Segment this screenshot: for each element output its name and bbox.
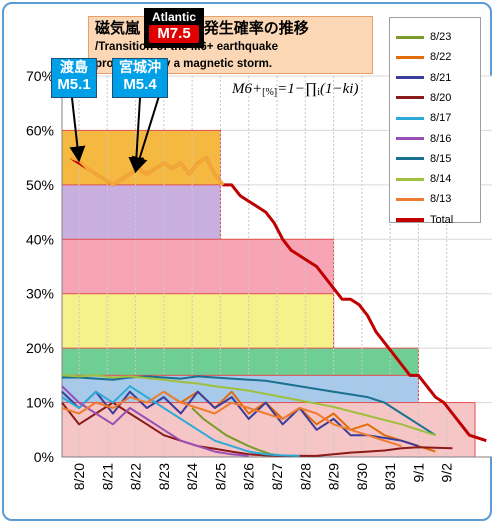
chart-title-en-1: /Transition of the M6+ earthquake xyxy=(95,41,279,53)
x-tick-label: 8/31 xyxy=(382,463,398,490)
formula-unit: [%] xyxy=(262,87,278,98)
legend-swatch xyxy=(396,217,424,222)
legend-swatch xyxy=(396,35,424,39)
x-tick-label: 8/21 xyxy=(99,463,115,490)
series-line-8/14 xyxy=(61,374,436,437)
legend-item-8/22: 8/22 xyxy=(396,50,451,64)
callout-miyagi: 宮城沖 M5.4 xyxy=(112,58,168,98)
y-tick-label: 60% xyxy=(26,122,54,138)
y-tick-label: 0% xyxy=(34,449,54,465)
callout-atlantic-label: Atlantic xyxy=(151,10,196,24)
callout-atlantic: Atlantic M7.5 xyxy=(144,8,204,48)
y-tick-label: 40% xyxy=(26,231,54,247)
legend-label: 8/23 xyxy=(430,31,452,43)
legend-label: 8/14 xyxy=(430,173,452,186)
legend-label: 8/15 xyxy=(430,152,452,165)
legend-label: 8/22 xyxy=(430,51,452,64)
series-line-highlight xyxy=(70,156,225,187)
callout-oshima-label: 渡島 xyxy=(60,59,88,75)
legend-item-8/15: 8/15 xyxy=(396,152,451,166)
x-tick-label: 8/30 xyxy=(354,463,370,490)
formula-tail: (1−ki) xyxy=(320,81,359,97)
y-tick-label: 70% xyxy=(26,68,54,84)
x-tick-label: 8/22 xyxy=(128,463,144,490)
x-tick-label: 8/24 xyxy=(184,463,200,490)
legend-swatch xyxy=(396,116,424,120)
x-tick-label: 8/25 xyxy=(212,463,228,490)
x-tick-label: 9/1 xyxy=(410,463,426,483)
callout-atlantic-magnitude: M7.5 xyxy=(149,25,199,43)
legend-label: Total xyxy=(430,213,454,226)
x-tick-label: 9/2 xyxy=(439,463,455,483)
callout-arrow-0 xyxy=(69,97,86,163)
legend-item-8/16: 8/16 xyxy=(396,132,451,146)
callout-oshima-magnitude: M5.1 xyxy=(57,76,91,93)
formula-sub-i: i xyxy=(317,87,320,98)
chart-title-jp: 磁気嵐 M6+地震発生確率の推移 xyxy=(95,20,309,37)
x-tick-label: 8/27 xyxy=(269,463,285,490)
legend-label: 8/16 xyxy=(430,132,452,145)
y-tick-label: 20% xyxy=(26,340,54,356)
legend-swatch xyxy=(396,55,424,59)
legend-swatch xyxy=(396,76,424,80)
y-tick-label: 10% xyxy=(26,395,54,411)
legend-swatch xyxy=(396,137,424,141)
x-tick-label: 8/23 xyxy=(156,463,172,490)
series-line-8/15 xyxy=(62,375,436,437)
legend-item-8/21: 8/21 xyxy=(396,71,451,85)
callout-miyagi-magnitude: M5.4 xyxy=(123,76,157,93)
formula-rhs: =1−∏ xyxy=(277,81,318,97)
x-tick-label: 8/20 xyxy=(71,463,87,490)
legend-item-8/20: 8/20 xyxy=(396,91,451,105)
legend-item-8/17: 8/17 xyxy=(396,111,451,125)
series-line-8/23 xyxy=(191,407,283,457)
x-tick-label: 8/28 xyxy=(297,463,313,490)
series-line-8/17 xyxy=(61,385,300,457)
x-tick-label: 8/26 xyxy=(241,463,257,490)
legend-label: 8/13 xyxy=(430,193,452,206)
legend-item-8/13: 8/13 xyxy=(396,192,451,206)
legend-label: 8/20 xyxy=(430,91,452,104)
legend-item-Total: Total xyxy=(396,213,453,227)
series-line-8/13 xyxy=(61,390,402,448)
legend-label: 8/17 xyxy=(430,112,452,125)
series-line-8/16 xyxy=(61,385,249,457)
y-tick-label: 50% xyxy=(26,177,54,193)
legend-label: 8/21 xyxy=(430,71,452,84)
callout-miyagi-label: 宮城沖 xyxy=(119,59,161,75)
legend-swatch xyxy=(396,177,424,181)
legend-item-8/23: 8/23 xyxy=(396,30,451,44)
legend-item-8/14: 8/14 xyxy=(396,172,451,186)
formula-lhs: M6+ xyxy=(232,81,263,97)
legend-swatch xyxy=(396,157,424,161)
callout-oshima: 渡島 M5.1 xyxy=(51,58,97,98)
legend-swatch xyxy=(396,96,424,100)
y-tick-label: 30% xyxy=(26,286,54,302)
chart-legend: 8/23 8/22 8/21 8/20 8/17 8/16 8/15 8/14 8/13 Tota… xyxy=(389,17,481,226)
legend-swatch xyxy=(396,197,424,201)
x-tick-label: 8/29 xyxy=(326,463,342,490)
probability-formula: M6+[%]=1−∏i(1−ki) xyxy=(232,81,358,98)
